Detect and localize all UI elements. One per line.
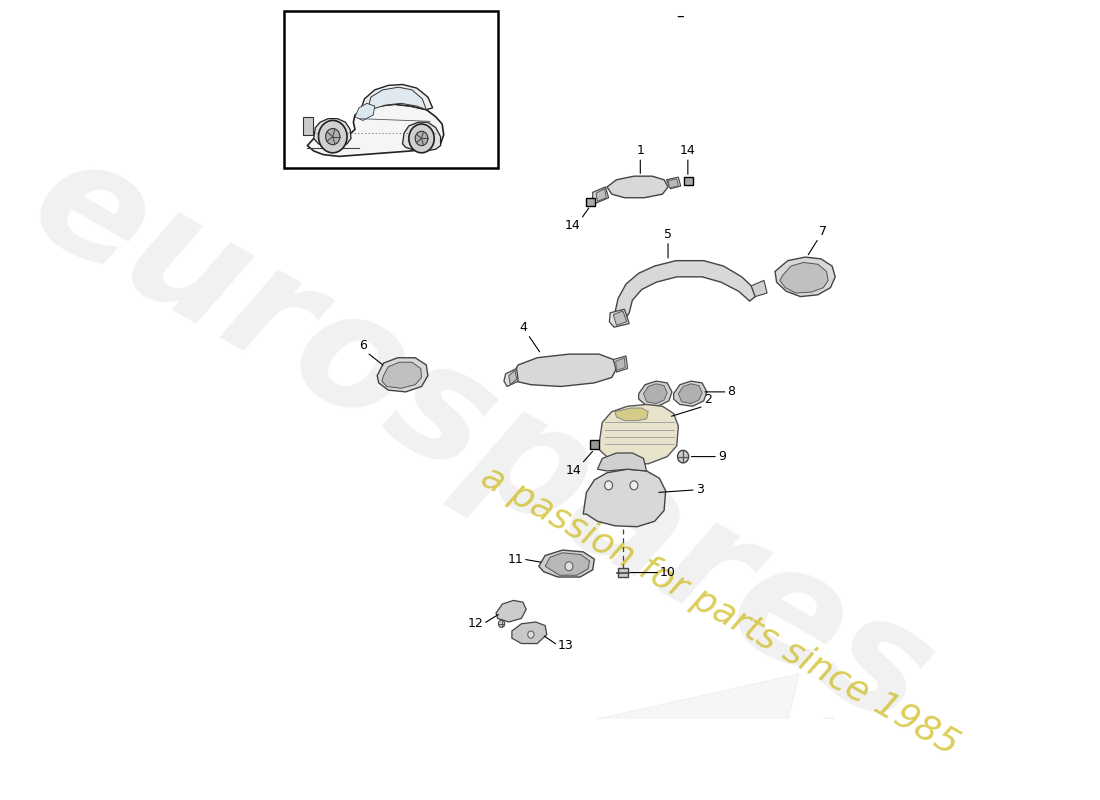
Text: 13: 13 bbox=[558, 639, 573, 652]
Text: a passion for parts since 1985: a passion for parts since 1985 bbox=[475, 460, 965, 762]
Polygon shape bbox=[307, 104, 443, 156]
Bar bbox=[284, 10, 497, 168]
Circle shape bbox=[415, 131, 428, 146]
Bar bbox=[684, 177, 693, 185]
Polygon shape bbox=[596, 189, 606, 202]
Bar bbox=[590, 441, 600, 450]
Circle shape bbox=[498, 620, 505, 627]
Polygon shape bbox=[615, 261, 756, 320]
Polygon shape bbox=[614, 311, 627, 326]
Polygon shape bbox=[667, 177, 681, 189]
Bar bbox=[618, 568, 628, 577]
Text: 14: 14 bbox=[565, 464, 582, 477]
Polygon shape bbox=[496, 601, 526, 622]
Polygon shape bbox=[616, 358, 625, 370]
Text: 5: 5 bbox=[664, 228, 672, 241]
Polygon shape bbox=[614, 356, 628, 372]
Circle shape bbox=[326, 129, 340, 145]
Polygon shape bbox=[314, 118, 351, 147]
Polygon shape bbox=[673, 381, 707, 406]
Polygon shape bbox=[367, 87, 427, 114]
Polygon shape bbox=[593, 187, 608, 203]
Polygon shape bbox=[639, 381, 672, 406]
Text: 10: 10 bbox=[660, 566, 676, 579]
Text: 14: 14 bbox=[565, 219, 581, 232]
Polygon shape bbox=[668, 179, 679, 188]
Circle shape bbox=[319, 121, 346, 153]
Circle shape bbox=[678, 450, 689, 463]
Polygon shape bbox=[597, 453, 647, 471]
Polygon shape bbox=[600, 405, 679, 464]
Polygon shape bbox=[609, 309, 629, 327]
Polygon shape bbox=[679, 384, 702, 403]
Text: 6: 6 bbox=[359, 339, 367, 352]
Polygon shape bbox=[512, 622, 547, 643]
Polygon shape bbox=[776, 257, 835, 297]
Text: 1: 1 bbox=[637, 144, 645, 158]
Polygon shape bbox=[583, 469, 666, 526]
Polygon shape bbox=[359, 85, 432, 115]
PathPatch shape bbox=[410, 674, 834, 800]
Polygon shape bbox=[539, 550, 594, 577]
Polygon shape bbox=[546, 553, 590, 575]
Circle shape bbox=[409, 124, 434, 153]
Polygon shape bbox=[615, 408, 648, 421]
Polygon shape bbox=[355, 103, 375, 121]
Circle shape bbox=[528, 631, 535, 638]
Polygon shape bbox=[512, 354, 616, 386]
Text: 12: 12 bbox=[468, 618, 483, 630]
Text: 11: 11 bbox=[507, 553, 522, 566]
Text: 7: 7 bbox=[818, 225, 826, 238]
Polygon shape bbox=[382, 362, 421, 388]
Text: 9: 9 bbox=[718, 450, 726, 463]
Text: 3: 3 bbox=[696, 483, 704, 496]
Polygon shape bbox=[504, 369, 518, 386]
Text: 8: 8 bbox=[727, 386, 736, 398]
Bar bbox=[586, 198, 595, 206]
Text: 4: 4 bbox=[520, 322, 528, 334]
Polygon shape bbox=[751, 281, 767, 297]
Text: –: – bbox=[676, 9, 684, 24]
Bar bbox=[304, 117, 313, 135]
Text: 2: 2 bbox=[704, 394, 712, 406]
Circle shape bbox=[630, 481, 638, 490]
Polygon shape bbox=[508, 370, 517, 385]
Polygon shape bbox=[607, 176, 668, 198]
Polygon shape bbox=[644, 384, 668, 403]
Polygon shape bbox=[780, 262, 828, 293]
Text: eurospares: eurospares bbox=[6, 121, 958, 760]
Circle shape bbox=[605, 481, 613, 490]
Circle shape bbox=[565, 562, 573, 570]
Polygon shape bbox=[377, 358, 428, 392]
Text: 14: 14 bbox=[680, 144, 695, 158]
Polygon shape bbox=[403, 122, 441, 151]
